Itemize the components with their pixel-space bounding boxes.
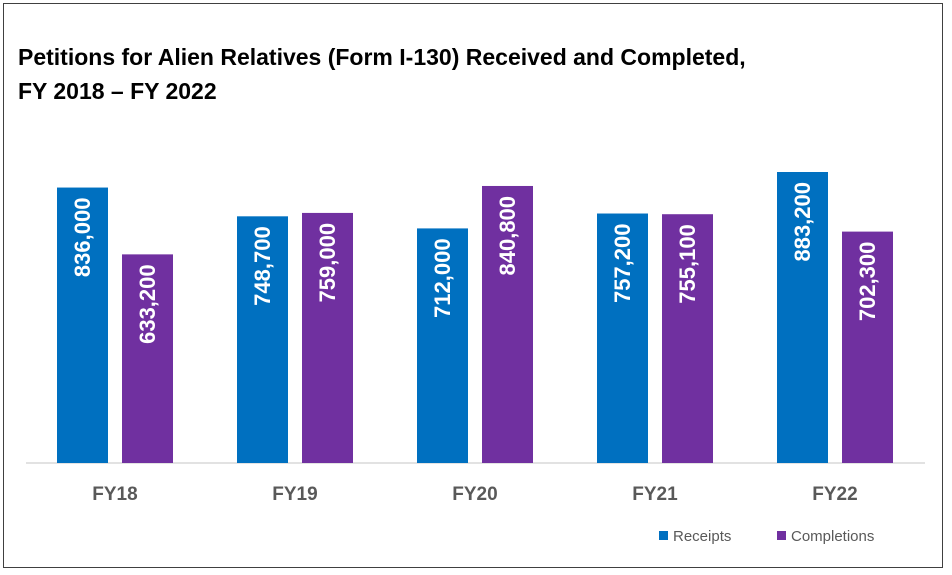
bar-label-completions-fy19: 759,000 [315,223,340,303]
bar-receipts-fy18 [57,187,108,463]
chart-title-line-2: FY 2018 – FY 2022 [18,78,217,104]
legend-label-completions: Completions [791,528,874,545]
bar-completions-fy22 [842,231,893,463]
chart-title-line-1: Petitions for Alien Relatives (Form I-13… [18,44,746,70]
bar-receipts-fy20 [417,228,468,463]
bar-completions-fy21 [662,214,713,463]
bar-label-receipts-fy22: 883,200 [790,182,815,262]
bar-completions-fy20 [482,185,533,464]
bar-completions-fy18 [122,254,173,463]
legend-swatch-completions [777,531,786,540]
legend-label-receipts: Receipts [673,528,731,545]
bar-receipts-fy22 [777,172,828,463]
bar-label-receipts-fy21: 757,200 [610,224,635,304]
bar-label-receipts-fy19: 748,700 [250,226,275,306]
bar-receipts-fy19 [237,216,288,463]
x-tick-label-fy22: FY22 [812,484,857,505]
x-tick-label-fy18: FY18 [92,484,137,505]
bar-receipts-fy21 [597,213,648,463]
legend-swatch-receipts [659,531,668,540]
chart-title: Petitions for Alien Relatives (Form I-13… [18,40,898,108]
bar-label-receipts-fy18: 836,000 [70,198,95,278]
bar-completions-fy19 [302,212,353,463]
bar-label-completions-fy22: 702,300 [855,242,880,322]
x-tick-label-fy19: FY19 [272,484,317,505]
x-tick-label-fy21: FY21 [632,484,678,505]
bar-label-receipts-fy20: 712,000 [430,238,455,318]
bar-label-completions-fy20: 840,800 [495,196,520,276]
x-tick-label-fy20: FY20 [452,484,497,505]
bar-label-completions-fy18: 633,200 [135,264,160,344]
bar-label-completions-fy21: 755,100 [675,224,700,304]
